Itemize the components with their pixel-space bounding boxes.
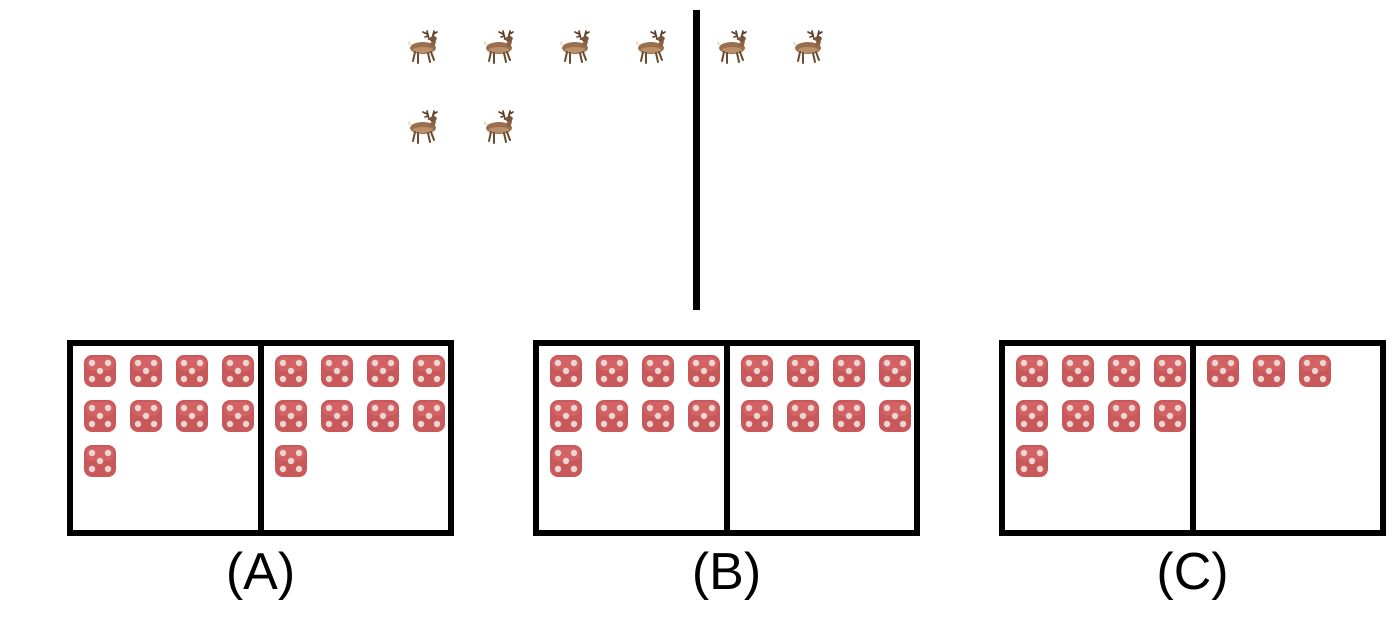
die-five-icon [549, 444, 583, 478]
die-five-icon [1206, 354, 1240, 388]
die-five-icon [1015, 444, 1049, 478]
option-b-separator [724, 346, 730, 530]
option-b[interactable]: (B) [533, 340, 920, 598]
die-five-icon [412, 354, 446, 388]
die-five-icon [320, 354, 354, 388]
die-five-icon [740, 354, 774, 388]
die-five-icon [1153, 354, 1187, 388]
die-five-icon [641, 399, 675, 433]
option-b-label: (B) [691, 543, 762, 601]
die-five-icon [274, 444, 308, 478]
option-a-label: (A) [225, 543, 296, 601]
option-a[interactable]: (A) [67, 340, 454, 598]
die-five-icon [687, 399, 721, 433]
option-c-right-cell [1196, 346, 1381, 530]
deer-icon [479, 107, 525, 147]
die-five-icon [83, 399, 117, 433]
option-b-left-cell [539, 346, 724, 530]
die-five-icon [221, 354, 255, 388]
option-a-frame [67, 340, 454, 536]
die-five-icon [878, 399, 912, 433]
die-five-icon [1061, 399, 1095, 433]
deer-icon [712, 27, 758, 67]
option-c-separator [1190, 346, 1196, 530]
die-five-icon [274, 399, 308, 433]
die-five-icon [641, 354, 675, 388]
die-five-icon [320, 399, 354, 433]
option-c[interactable]: (C) [999, 340, 1386, 598]
die-five-icon [129, 354, 163, 388]
die-five-icon [1153, 399, 1187, 433]
die-five-icon [832, 399, 866, 433]
die-five-icon [412, 399, 446, 433]
vertical-divider [693, 10, 700, 310]
die-five-icon [595, 399, 629, 433]
die-five-icon [1061, 354, 1095, 388]
option-c-frame [999, 340, 1386, 536]
die-five-icon [1015, 399, 1049, 433]
die-five-icon [1107, 354, 1141, 388]
deer-icon [631, 27, 677, 67]
die-five-icon [832, 354, 866, 388]
deer-area [403, 27, 834, 147]
deer-icon [479, 27, 525, 67]
option-b-right-cell [730, 346, 915, 530]
die-five-icon [175, 399, 209, 433]
die-five-icon [687, 354, 721, 388]
die-five-icon [1015, 354, 1049, 388]
deer-icon [403, 107, 449, 147]
option-a-left-cell [73, 346, 258, 530]
die-five-icon [1252, 354, 1286, 388]
die-five-icon [786, 354, 820, 388]
die-five-icon [878, 354, 912, 388]
deer-icon [788, 27, 834, 67]
die-five-icon [175, 354, 209, 388]
die-five-icon [1298, 354, 1332, 388]
die-five-icon [549, 399, 583, 433]
die-five-icon [366, 354, 400, 388]
die-five-icon [595, 354, 629, 388]
option-a-right-cell [264, 346, 449, 530]
deer-icon [555, 27, 601, 67]
die-five-icon [221, 399, 255, 433]
die-five-icon [83, 444, 117, 478]
option-c-left-cell [1005, 346, 1190, 530]
option-c-label: (C) [1156, 543, 1229, 601]
die-five-icon [740, 399, 774, 433]
die-five-icon [129, 399, 163, 433]
option-b-frame [533, 340, 920, 536]
die-five-icon [366, 399, 400, 433]
deer-icon [403, 27, 449, 67]
die-five-icon [549, 354, 583, 388]
die-five-icon [786, 399, 820, 433]
die-five-icon [83, 354, 117, 388]
die-five-icon [274, 354, 308, 388]
option-a-separator [258, 346, 264, 530]
die-five-icon [1107, 399, 1141, 433]
